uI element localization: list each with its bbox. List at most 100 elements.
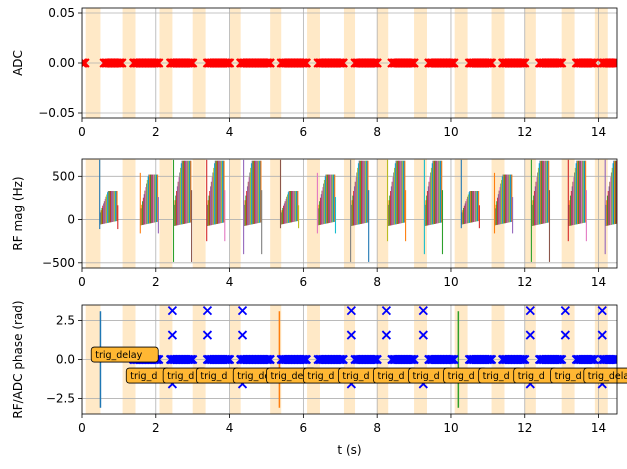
sample-marker [370,58,381,68]
x-tick-label: 12 [517,125,532,139]
y-axis-label: ADC [11,50,25,76]
sample-marker [301,58,312,68]
sample-marker [300,58,310,68]
x-tick-label: 0 [78,421,86,435]
sample-series [82,58,617,68]
annotation-text: trig_d [342,371,369,382]
sample-marker [262,354,272,365]
sample-marker [82,58,89,68]
phase-point [346,330,356,340]
sample-marker [265,354,275,365]
phase-point [597,330,607,340]
sample-marker [265,58,275,68]
sample-marker [335,354,345,365]
rf-pulse [279,159,300,229]
phase-point [560,305,570,316]
plot-area [82,8,617,118]
sample-marker [263,58,274,68]
sample-marker [223,58,233,68]
sample-marker [114,58,124,68]
annotation-text: trig_d [307,371,334,382]
x-tick-label: 14 [591,125,606,139]
sample-marker [556,354,567,365]
y-tick-label: 0.0 [56,353,75,367]
sample-marker [337,354,347,365]
x-tick-label: 4 [226,421,234,435]
x-tick-label: 10 [443,275,458,289]
sample-marker [335,58,345,68]
annotation-text: trig_d [448,371,475,382]
x-tick-label: 8 [373,125,381,139]
annotation-text: trig_d [200,371,227,382]
sample-marker [483,354,494,365]
y-axis-label: RF/ADC phase (rad) [11,300,25,418]
y-axis-label: RF mag (Hz) [11,176,25,250]
annotation-text: trig_delay [588,371,627,382]
y-tick-label: 2.5 [56,314,75,328]
phase-point [597,305,607,316]
sample-marker [369,354,379,365]
shaded-span [229,159,241,268]
sample-marker [555,354,565,365]
sample-marker [589,58,599,68]
annotation-text: trig_d [413,371,440,382]
x-tick-label: 6 [300,125,308,139]
phase-point [237,305,248,316]
phase-point [418,305,428,316]
plot-area [82,159,617,268]
sample-series [128,354,617,365]
phase-point [381,330,392,340]
y-tick-label: −0.05 [38,106,75,120]
sample-marker [518,58,528,68]
annotation-text: trig_de [270,371,303,382]
phase-point [237,330,248,340]
sample-marker [407,58,418,68]
x-tick-label: 2 [152,275,160,289]
annotation: trig_delay [583,367,627,384]
sample-marker [185,58,195,68]
sample-marker [612,58,617,68]
sample-marker [406,354,416,365]
sample-marker [263,354,274,365]
sample-marker [221,354,232,365]
phase-point [525,305,535,316]
sample-marker [517,58,527,68]
shaded-span [524,159,536,268]
phase-point [167,330,178,340]
rf-pulse [316,172,337,234]
shaded-span [85,159,101,268]
shaded-span [270,159,282,268]
sample-marker [224,354,235,365]
rf-pulse [423,159,444,255]
annotation: trig_delay [90,346,159,363]
sample-marker [486,58,497,68]
x-tick-label: 4 [226,275,234,289]
sample-marker [115,58,126,68]
x-tick-label: 0 [78,125,86,139]
x-tick-label: 6 [300,275,308,289]
annotation-box [90,346,159,363]
sample-marker [610,354,617,365]
x-tick-label: 2 [152,125,160,139]
shaded-span [192,159,206,268]
shaded-span [307,159,320,268]
sample-marker [370,354,381,365]
sample-marker [406,58,416,68]
x-tick-label: 14 [591,421,606,435]
sample-marker [82,58,87,68]
phase-point [167,305,178,316]
sample-marker [485,58,495,68]
x-tick-label: 8 [373,421,381,435]
rf-pulse [206,159,226,242]
sample-marker [589,354,599,365]
sample-marker [486,354,497,365]
sample-marker [262,58,272,68]
sample-marker [338,354,348,365]
x-tick-label: 2 [152,421,160,435]
phase-point [525,330,535,340]
annotation-text: trig_d [555,371,582,382]
sample-marker [223,354,233,365]
phase-point [381,305,392,316]
